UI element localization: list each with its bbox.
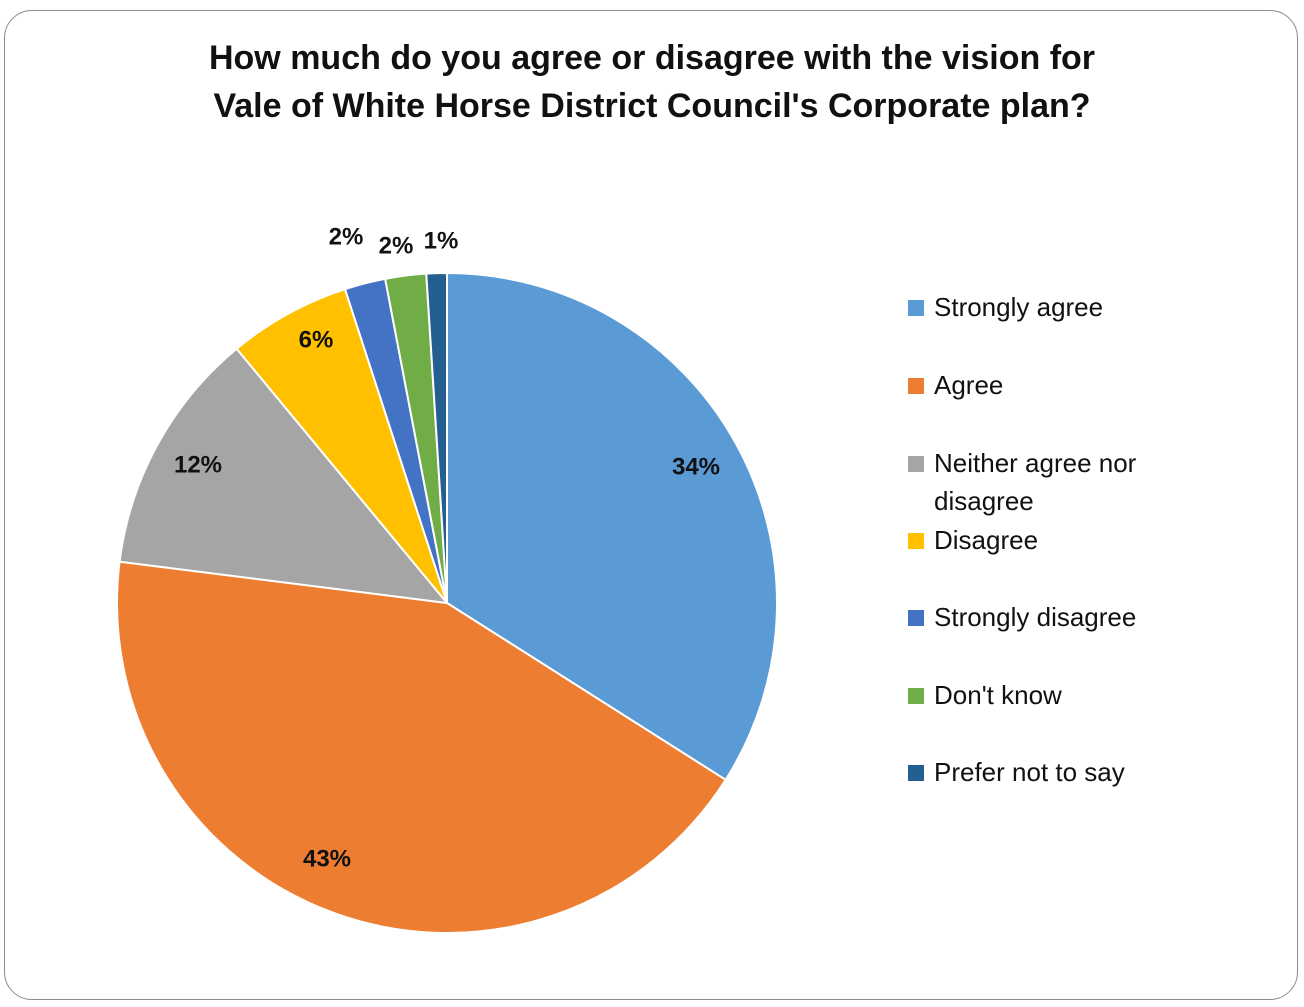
data-label-disagree: 6%	[299, 326, 334, 353]
legend-label-don-t-know: Don't know	[934, 680, 1062, 710]
legend-swatch-don-t-know	[908, 688, 924, 704]
data-label-strongly-disagree: 2%	[329, 223, 364, 250]
pie-slice-disagree	[235, 287, 448, 604]
pie-slice-agree	[116, 560, 728, 934]
pie-data-labels: 34% 43% 12% 6% 2% 2% 1%	[174, 223, 720, 872]
pie-slices	[116, 271, 778, 934]
data-label-neither-agree-nor-disagree: 12%	[174, 451, 222, 478]
legend-swatch-disagree	[908, 533, 924, 549]
legend-item-disagree: Disagree	[908, 521, 1184, 559]
data-label-don-t-know: 2%	[379, 232, 414, 259]
legend-label-strongly-agree: Strongly agree	[934, 292, 1104, 322]
legend-swatch-strongly-agree	[908, 300, 924, 316]
legend-swatch-prefer-not-to-say	[908, 765, 924, 781]
legend-item-prefer-not-to-say: Prefer not to say	[908, 753, 1184, 791]
pie-slice-neither-agree-nor-disagree	[118, 347, 450, 605]
data-label-prefer-not-to-say: 1%	[424, 227, 459, 254]
legend-swatch-neither-agree-nor-disagree	[908, 456, 924, 472]
data-label-strongly-agree: 34%	[672, 453, 720, 480]
legend-label-agree: Agree	[934, 370, 1004, 400]
legend-item-don-t-know: Don't know	[908, 676, 1184, 714]
chart-title-line-2: Vale of White Horse District Council's C…	[213, 87, 1091, 125]
chart-title: How much do you agree or disagree with t…	[0, 34, 1304, 130]
legend-item-neither-agree-nor-disagree: Neither agree nor disagree	[908, 444, 1184, 520]
legend-swatch-agree	[908, 378, 924, 394]
data-label-agree: 43%	[303, 845, 351, 872]
legend-label-prefer-not-to-say: Prefer not to say	[934, 757, 1125, 787]
legend-item-strongly-agree: Strongly agree	[908, 288, 1184, 326]
legend-label-neither-agree-nor-disagree: Neither agree nor disagree	[934, 448, 1137, 516]
pie-slice-prefer-not-to-say	[425, 271, 448, 604]
legend-item-agree: Agree	[908, 366, 1184, 404]
legend-label-disagree: Disagree	[934, 525, 1039, 555]
pie-slice-strongly-agree	[446, 271, 778, 782]
chart-title-line-1: How much do you agree or disagree with t…	[208, 39, 1096, 77]
legend-item-strongly-disagree: Strongly disagree	[908, 598, 1184, 636]
legend-label-strongly-disagree: Strongly disagree	[934, 602, 1137, 632]
legend-swatch-strongly-disagree	[908, 610, 924, 626]
